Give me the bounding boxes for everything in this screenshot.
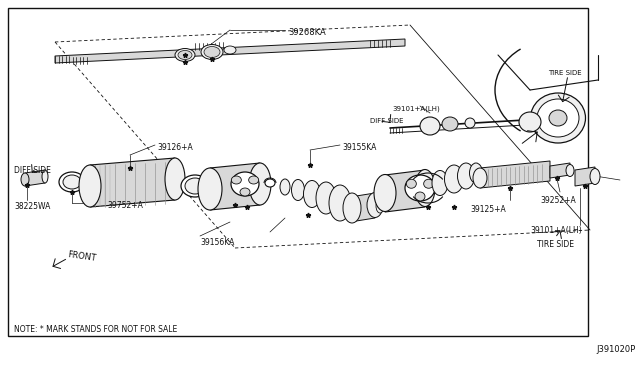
Polygon shape bbox=[550, 163, 570, 178]
Polygon shape bbox=[25, 170, 45, 186]
Text: 39155KA: 39155KA bbox=[342, 143, 376, 152]
Polygon shape bbox=[480, 161, 550, 188]
Text: 38225WA: 38225WA bbox=[14, 202, 51, 211]
Polygon shape bbox=[350, 193, 375, 222]
Ellipse shape bbox=[63, 175, 81, 189]
Ellipse shape bbox=[470, 163, 483, 183]
Text: 39268KA: 39268KA bbox=[288, 28, 326, 37]
Ellipse shape bbox=[178, 51, 192, 60]
Text: 39252+A: 39252+A bbox=[540, 196, 576, 205]
Ellipse shape bbox=[367, 192, 383, 218]
Ellipse shape bbox=[316, 182, 336, 214]
Polygon shape bbox=[385, 170, 425, 212]
Ellipse shape bbox=[240, 188, 250, 196]
Polygon shape bbox=[575, 167, 595, 186]
Ellipse shape bbox=[374, 174, 396, 212]
Ellipse shape bbox=[21, 173, 29, 186]
Ellipse shape bbox=[291, 180, 305, 201]
Ellipse shape bbox=[473, 168, 487, 188]
Ellipse shape bbox=[537, 99, 579, 137]
Ellipse shape bbox=[175, 48, 195, 61]
Ellipse shape bbox=[185, 178, 205, 194]
Ellipse shape bbox=[465, 118, 475, 128]
Ellipse shape bbox=[79, 165, 101, 207]
Ellipse shape bbox=[343, 193, 361, 223]
Bar bbox=[8, 8, 588, 336]
Ellipse shape bbox=[224, 46, 236, 54]
Text: J391020P: J391020P bbox=[596, 345, 636, 354]
Ellipse shape bbox=[424, 179, 434, 188]
Ellipse shape bbox=[198, 168, 222, 210]
Text: 39156KA: 39156KA bbox=[200, 238, 234, 247]
Text: 39126+A: 39126+A bbox=[157, 143, 193, 152]
Text: TIRE SIDE: TIRE SIDE bbox=[548, 70, 582, 76]
Polygon shape bbox=[210, 163, 260, 210]
Ellipse shape bbox=[442, 117, 458, 131]
Ellipse shape bbox=[590, 169, 600, 185]
Text: 39752+A: 39752+A bbox=[107, 201, 143, 210]
Ellipse shape bbox=[415, 170, 435, 206]
Ellipse shape bbox=[566, 164, 574, 176]
Ellipse shape bbox=[201, 45, 223, 60]
Ellipse shape bbox=[519, 112, 541, 132]
Text: DIFF SIDE: DIFF SIDE bbox=[370, 118, 403, 124]
Ellipse shape bbox=[181, 175, 209, 197]
Ellipse shape bbox=[59, 172, 85, 192]
Ellipse shape bbox=[249, 176, 259, 184]
Ellipse shape bbox=[249, 163, 271, 205]
Text: 39101+A(LH): 39101+A(LH) bbox=[530, 226, 582, 235]
Text: NOTE: * MARK STANDS FOR NOT FOR SALE: NOTE: * MARK STANDS FOR NOT FOR SALE bbox=[14, 325, 177, 334]
Ellipse shape bbox=[549, 110, 567, 126]
Ellipse shape bbox=[458, 163, 474, 189]
Ellipse shape bbox=[42, 170, 48, 183]
Polygon shape bbox=[55, 39, 405, 63]
Text: 39125+A: 39125+A bbox=[470, 205, 506, 214]
Ellipse shape bbox=[445, 165, 463, 193]
Ellipse shape bbox=[280, 179, 290, 195]
Text: TIRE SIDE: TIRE SIDE bbox=[537, 240, 574, 249]
Ellipse shape bbox=[531, 93, 586, 143]
Ellipse shape bbox=[303, 180, 321, 208]
Ellipse shape bbox=[406, 179, 417, 188]
Ellipse shape bbox=[231, 176, 241, 184]
Ellipse shape bbox=[432, 170, 448, 196]
Ellipse shape bbox=[329, 185, 351, 221]
Ellipse shape bbox=[415, 192, 425, 201]
Text: FRONT: FRONT bbox=[67, 250, 97, 263]
Text: 39101+A(LH): 39101+A(LH) bbox=[392, 105, 440, 112]
Ellipse shape bbox=[165, 158, 185, 200]
Ellipse shape bbox=[231, 172, 259, 196]
Ellipse shape bbox=[405, 175, 435, 201]
Ellipse shape bbox=[376, 199, 384, 213]
Ellipse shape bbox=[265, 179, 275, 187]
Polygon shape bbox=[90, 158, 175, 207]
Ellipse shape bbox=[420, 117, 440, 135]
Text: DIFF SIDE: DIFF SIDE bbox=[14, 166, 51, 175]
Ellipse shape bbox=[204, 46, 220, 58]
